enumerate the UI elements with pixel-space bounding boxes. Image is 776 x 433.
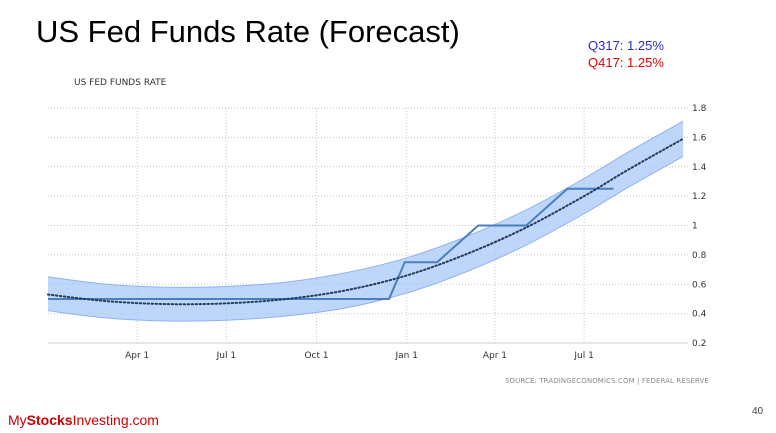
chart-title: US FED FUNDS RATE — [74, 78, 167, 88]
chart-source: SOURCE: TRADINGECONOMICS.COM | FEDERAL R… — [505, 377, 709, 385]
brand-bold: Stocks — [26, 412, 73, 428]
actual-rate-line — [48, 187, 614, 300]
x-tick-label: Apr 1 — [125, 351, 149, 361]
x-tick-label: Jul 1 — [573, 351, 593, 361]
y-tick-label: 1 — [692, 222, 698, 232]
y-tick-label: 0.4 — [692, 310, 707, 320]
x-tick-label: Jan 1 — [394, 351, 417, 361]
forecast-trend-line — [47, 137, 685, 306]
y-tick-label: 0.2 — [692, 339, 706, 349]
slide-title: US Fed Funds Rate (Forecast) — [36, 14, 460, 49]
confidence-band — [48, 121, 684, 322]
y-tick-label: 1.8 — [692, 104, 707, 114]
y-tick-label: 0.8 — [692, 251, 707, 261]
y-tick-label: 0.6 — [692, 280, 707, 290]
brand-prefix: My — [8, 412, 27, 428]
y-tick-label: 1.6 — [692, 133, 707, 143]
q4-forecast-label: Q417: 1.25% — [588, 55, 664, 70]
y-tick-label: 1.2 — [692, 192, 706, 202]
brand-logo-text: MyStocksInvesting.com — [8, 412, 159, 428]
page-number: 40 — [752, 406, 764, 417]
x-tick-label: Oct 1 — [304, 351, 328, 361]
band-upper-edge — [47, 120, 684, 288]
x-tick-label: Apr 1 — [483, 351, 507, 361]
x-tick-label: Jul 1 — [216, 351, 236, 361]
q3-forecast-label: Q317: 1.25% — [588, 38, 664, 53]
y-tick-label: 1.4 — [692, 163, 707, 173]
brand-suffix: Investing.com — [72, 412, 159, 428]
